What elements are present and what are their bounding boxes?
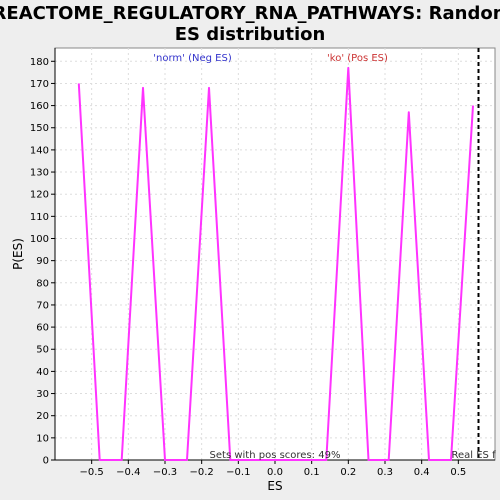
y-axis-label: P(ES) bbox=[11, 238, 25, 270]
y-tick-label: 30 bbox=[36, 389, 49, 400]
y-tick-label: 60 bbox=[36, 323, 49, 334]
annotations: 'norm' (Neg ES) 'ko' (Pos ES) Sets with po… bbox=[153, 48, 496, 461]
y-tick-label: 160 bbox=[30, 101, 49, 112]
y-tick-label: 180 bbox=[30, 57, 49, 68]
x-tick-label: 0.1 bbox=[304, 467, 320, 478]
x-tick-label: 0.5 bbox=[450, 467, 466, 478]
y-tick-label: 170 bbox=[30, 79, 49, 90]
y-tick-label: 40 bbox=[36, 367, 49, 378]
x-tick-label: −0.5 bbox=[80, 467, 104, 478]
x-tick-label: −0.2 bbox=[190, 467, 214, 478]
es-series-line bbox=[77, 66, 474, 461]
x-tick-label: 0.0 bbox=[267, 467, 283, 478]
series-group bbox=[77, 66, 474, 461]
x-tick-label: −0.1 bbox=[226, 467, 250, 478]
x-tick-label: 0.2 bbox=[340, 467, 356, 478]
y-tick-label: 110 bbox=[30, 212, 49, 223]
pos-es-label: 'ko' (Pos ES) bbox=[327, 53, 388, 64]
y-tick-label: 100 bbox=[30, 234, 49, 245]
x-tick-label: 0.4 bbox=[414, 467, 430, 478]
y-tick-label: 20 bbox=[36, 411, 49, 422]
chart-title-line2: ES distribution bbox=[175, 24, 326, 45]
y-tick-label: 130 bbox=[30, 168, 49, 179]
y-tick-label: 90 bbox=[36, 256, 49, 267]
y-tick-label: 10 bbox=[36, 433, 49, 444]
y-tick-label: 70 bbox=[36, 300, 49, 311]
x-tick-label: −0.4 bbox=[116, 467, 140, 478]
pos-scores-text: Sets with pos scores: 49% bbox=[210, 450, 341, 461]
y-tick-label: 0 bbox=[43, 456, 49, 467]
y-tick-label: 120 bbox=[30, 190, 49, 201]
y-tick-label: 140 bbox=[30, 145, 49, 156]
x-tick-label: 0.3 bbox=[377, 467, 393, 478]
y-tick-label: 50 bbox=[36, 345, 49, 356]
neg-es-label: 'norm' (Neg ES) bbox=[153, 53, 232, 64]
axes: 0 10 20 30 40 50 60 70 80 90 100 110 120 130 140 150 160… bbox=[30, 48, 495, 478]
real-es-label: Real ES f bbox=[452, 450, 497, 461]
chart-title-line1: REACTOME_REGULATORY_RNA_PATHWAYS: Random bbox=[0, 3, 500, 24]
x-tick-label: −0.3 bbox=[153, 467, 177, 478]
y-tick-label: 150 bbox=[30, 123, 49, 134]
y-tick-label: 80 bbox=[36, 278, 49, 289]
x-axis-label: ES bbox=[267, 479, 282, 493]
